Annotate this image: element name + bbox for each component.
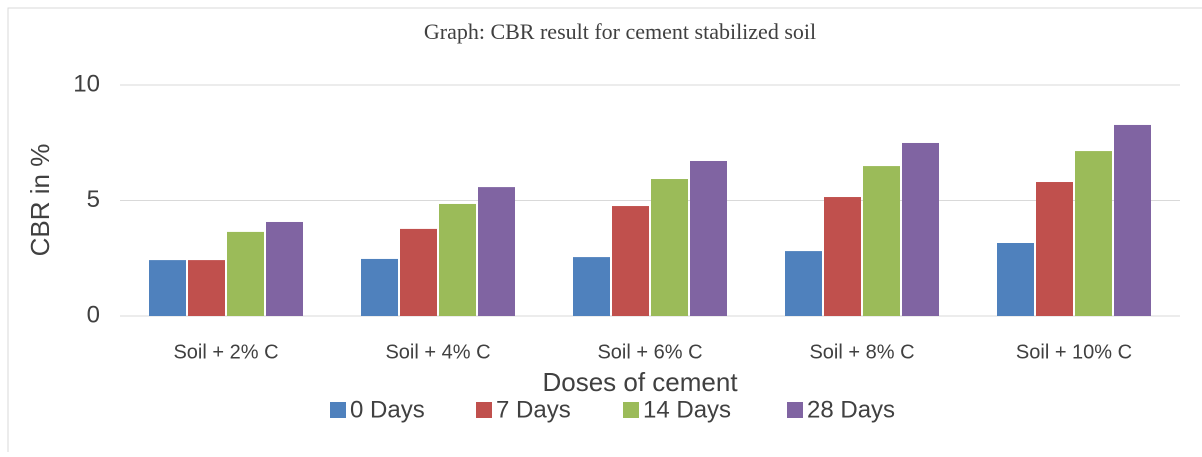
- legend-label: 0 Days: [350, 396, 425, 423]
- bar: [1075, 151, 1112, 316]
- bar: [188, 260, 225, 316]
- chart-border: [7, 7, 1202, 452]
- bar: [266, 221, 303, 316]
- legend-label: 28 Days: [807, 396, 895, 423]
- bar: [439, 203, 476, 316]
- bar: [1114, 124, 1151, 316]
- legend-label: 7 Days: [496, 396, 571, 423]
- x-tick-label: Soil + 10% C: [1016, 341, 1132, 363]
- x-tick-label: Soil + 4% C: [385, 341, 490, 363]
- bar: [863, 166, 900, 316]
- bar: [651, 179, 688, 316]
- x-tick-label: Soil + 8% C: [809, 341, 914, 363]
- bar: [824, 197, 861, 316]
- legend-swatch: [787, 402, 803, 418]
- bar: [902, 142, 939, 316]
- bar: [149, 260, 186, 316]
- x-tick-label: Soil + 6% C: [597, 341, 702, 363]
- bar: [690, 160, 727, 316]
- bar: [612, 206, 649, 316]
- x-tick-label: Soil + 2% C: [173, 341, 278, 363]
- legend-swatch: [476, 402, 492, 418]
- legend-swatch: [330, 402, 346, 418]
- bar: [1036, 182, 1073, 316]
- y-tick-label: 10: [73, 70, 100, 97]
- bar: [785, 251, 822, 316]
- bar: [400, 228, 437, 316]
- chart-title: Graph: CBR result for cement stabilized …: [424, 19, 816, 44]
- bar: [573, 257, 610, 316]
- y-tick-label: 0: [87, 301, 100, 328]
- x-axis-label: Doses of cement: [542, 367, 738, 397]
- bar: [478, 187, 515, 316]
- legend-swatch: [623, 402, 639, 418]
- legend-label: 14 Days: [643, 396, 731, 423]
- bar: [227, 231, 264, 316]
- y-axis-label: CBR in %: [25, 144, 55, 257]
- bar: [361, 258, 398, 316]
- y-tick-label: 5: [87, 186, 100, 213]
- bar: [997, 243, 1034, 316]
